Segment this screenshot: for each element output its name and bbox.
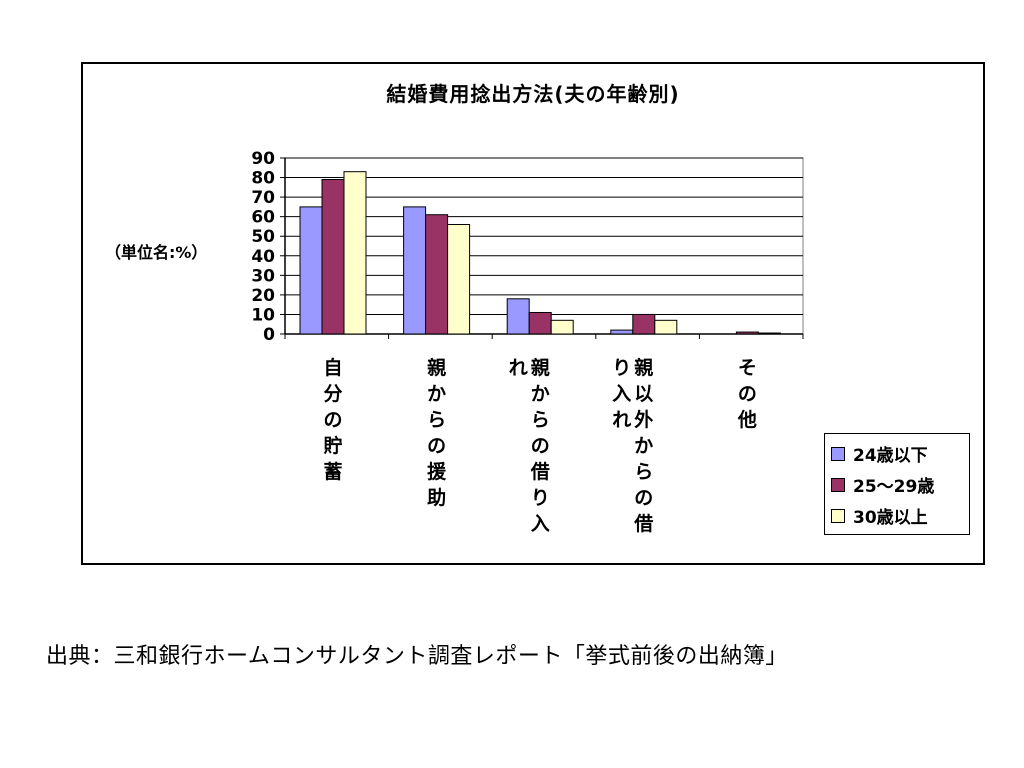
legend-item: 25～29歳: [831, 469, 963, 500]
y-tick-label: 70: [251, 188, 275, 208]
x-category-char: 援: [427, 460, 447, 483]
y-tick-label: 30: [251, 266, 275, 286]
x-category-char: か: [531, 383, 550, 405]
bar: [506, 298, 530, 335]
x-category-char: 他: [737, 408, 757, 431]
source-note: 出典：三和銀行ホームコンサルタント調査レポート「挙式前後の出納簿」: [46, 644, 788, 669]
x-category-char: か: [427, 383, 446, 405]
bar: [447, 223, 471, 335]
legend-label: 30歳以上: [853, 508, 928, 528]
chart-title: 結婚費用捻出方法(夫の年齢別): [386, 82, 680, 106]
bar: [632, 313, 656, 335]
legend: 24歳以下 25～29歳 30歳以上: [824, 433, 970, 535]
chart-frame: 結婚費用捻出方法(夫の年齢別) （単位名:%） 0 10 20 30 40 50 60 70 8…: [81, 62, 985, 565]
x-category-char: ら: [427, 409, 446, 431]
x-category-char: ら: [634, 461, 653, 483]
y-tick-label: 50: [251, 227, 275, 247]
x-category-char: か: [634, 435, 653, 457]
bar: [757, 332, 781, 335]
x-category-char: の: [531, 435, 550, 457]
plot-background: [284, 157, 804, 335]
x-category-char: 蓄: [323, 460, 342, 483]
bar: [654, 319, 678, 335]
x-category-char: 入: [612, 383, 631, 405]
x-category-char: 借: [633, 512, 653, 535]
x-category-char: 親: [531, 356, 550, 379]
x-category-char: 以: [634, 383, 653, 405]
legend-swatch: [831, 446, 845, 461]
legend-swatch: [831, 508, 845, 523]
legend-swatch: [831, 477, 845, 492]
x-category-char: 入: [531, 513, 550, 535]
bar: [425, 214, 449, 335]
bar: [403, 206, 427, 335]
legend-item: 24歳以下: [831, 438, 963, 469]
bar: [610, 329, 634, 335]
x-category-char: ら: [531, 409, 550, 431]
y-tick-label: 40: [251, 247, 275, 267]
y-tick-label: 90: [251, 149, 275, 169]
y-tick-label: 80: [251, 169, 275, 189]
x-category-char: り: [612, 357, 631, 379]
x-category-char: 自: [323, 356, 342, 379]
x-category-char: の: [738, 383, 757, 405]
x-category-char: 助: [427, 486, 446, 509]
x-category-char: 外: [634, 408, 653, 431]
y-axis-unit-label: （単位名:%）: [105, 243, 208, 262]
x-category-char: れ: [612, 409, 631, 431]
bar: [321, 179, 345, 335]
x-category-char: の: [634, 487, 653, 509]
x-category-char: れ: [509, 357, 528, 379]
x-category-char: り: [531, 487, 550, 509]
legend-label: 25～29歳: [853, 477, 935, 497]
bar: [550, 319, 574, 335]
y-tick-label: 60: [251, 208, 275, 228]
bar: [299, 206, 323, 335]
x-category-char: 貯: [323, 434, 342, 457]
y-tick-label: 20: [251, 286, 275, 306]
x-category-char: 分: [323, 383, 342, 405]
legend-label: 24歳以下: [853, 446, 928, 466]
bar: [528, 311, 552, 335]
x-category-char: 親: [634, 356, 653, 379]
x-category-char: 借: [530, 460, 550, 483]
x-category-char: の: [427, 435, 446, 457]
x-category-char: の: [323, 409, 342, 431]
y-tick-label: 10: [251, 305, 275, 325]
y-tick-label: 0: [263, 325, 275, 345]
bar: [735, 331, 759, 335]
x-category-char: 親: [427, 356, 446, 379]
bar: [343, 171, 367, 335]
legend-item: 30歳以上: [831, 500, 963, 531]
x-category-char: そ: [738, 357, 757, 379]
